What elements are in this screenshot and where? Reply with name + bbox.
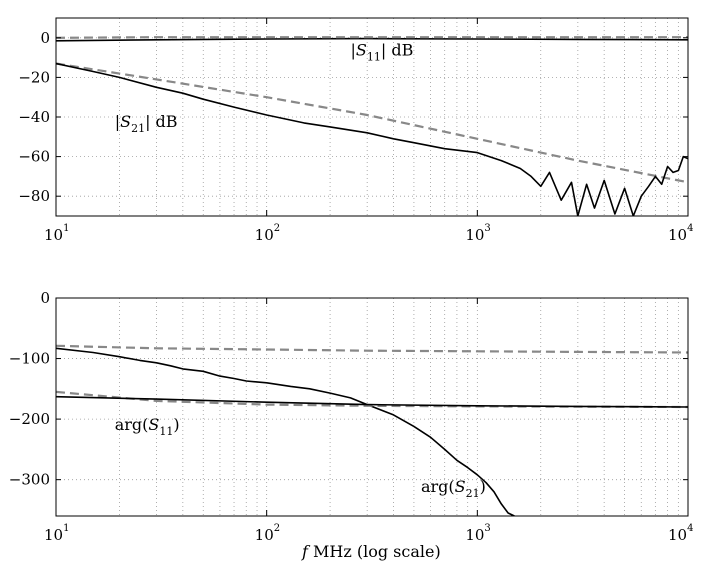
y-tick-label: −80 <box>18 187 50 205</box>
plot-frame <box>55 297 689 517</box>
series-line-2 <box>56 62 688 184</box>
x-tick-label: 104 <box>668 223 693 244</box>
annotation-1: arg(S21) <box>421 477 486 500</box>
y-tick-label: 0 <box>40 29 50 47</box>
y-tick-label: −100 <box>9 350 50 368</box>
series-line-3 <box>56 395 688 408</box>
x-axis-label: f MHz (log scale) <box>301 542 441 561</box>
y-tick-label: −200 <box>9 410 50 428</box>
x-tick-label: 101 <box>44 223 69 244</box>
x-tick-label: 102 <box>255 523 280 544</box>
x-tick-label: 104 <box>668 523 693 544</box>
y-tick-label: −300 <box>9 471 50 489</box>
annotation-0: |S11| dB <box>350 41 413 64</box>
bottom-chart: 0 −100 −200 −300 101 102 103 104 arg(S11) arg(S21… <box>9 289 694 561</box>
y-tick-label: −60 <box>18 148 50 166</box>
x-tick-label: 103 <box>465 223 490 244</box>
series-line-1 <box>56 36 688 39</box>
x-tick-label: 102 <box>255 223 280 244</box>
series-line-0 <box>56 37 688 42</box>
y-tick-label: 0 <box>40 289 50 307</box>
y-tick-label: −20 <box>18 68 50 86</box>
y-tick-label: −40 <box>18 108 50 126</box>
x-tick-label: 103 <box>465 523 490 544</box>
x-tick-label: 101 <box>44 523 69 544</box>
series-line-3 <box>56 62 688 216</box>
annotation-1: |S21| dB <box>115 112 178 135</box>
annotation-0: arg(S11) <box>115 415 180 438</box>
series-line-0 <box>56 344 688 354</box>
top-chart: 0 −20 −40 −60 −80 101 102 103 104 |S11| dB |S21| d… <box>18 17 693 244</box>
series-line-1 <box>56 347 515 516</box>
